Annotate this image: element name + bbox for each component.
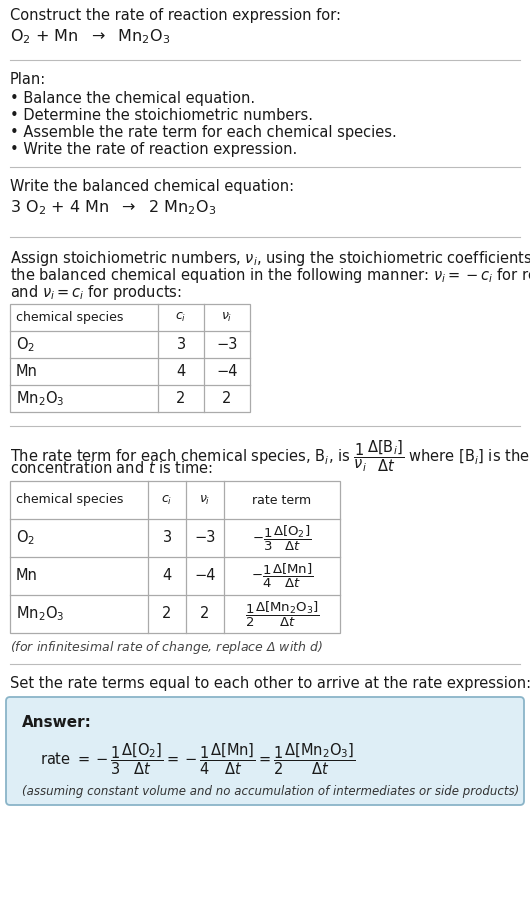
Text: • Balance the chemical equation.: • Balance the chemical equation.: [10, 91, 255, 106]
Text: 3 $\mathrm{O_2}$ + 4 Mn  $\rightarrow$  2 $\mathrm{Mn_2O_3}$: 3 $\mathrm{O_2}$ + 4 Mn $\rightarrow$ 2 …: [10, 198, 216, 217]
Text: $\nu_i$: $\nu_i$: [199, 493, 211, 507]
Text: $\nu_i$: $\nu_i$: [222, 311, 233, 324]
Text: $\mathrm{Mn_2O_3}$: $\mathrm{Mn_2O_3}$: [16, 389, 64, 408]
Text: Answer:: Answer:: [22, 715, 92, 730]
Text: 2: 2: [222, 391, 232, 406]
Text: • Determine the stoichiometric numbers.: • Determine the stoichiometric numbers.: [10, 108, 313, 123]
Text: 3: 3: [176, 337, 186, 352]
Text: • Write the rate of reaction expression.: • Write the rate of reaction expression.: [10, 142, 297, 157]
Text: $\mathrm{O_2}$ + Mn  $\rightarrow$  $\mathrm{Mn_2O_3}$: $\mathrm{O_2}$ + Mn $\rightarrow$ $\math…: [10, 27, 170, 46]
Bar: [10, 304, 250, 412]
Text: Write the balanced chemical equation:: Write the balanced chemical equation:: [10, 179, 294, 194]
Text: $-\dfrac{1}{3}\dfrac{\Delta[\mathrm{O_2}]}{\Delta t}$: $-\dfrac{1}{3}\dfrac{\Delta[\mathrm{O_2}…: [252, 523, 312, 552]
Text: Mn: Mn: [16, 364, 38, 379]
Text: 3: 3: [162, 531, 172, 545]
Text: $-\dfrac{1}{4}\dfrac{\Delta[\mathrm{Mn}]}{\Delta t}$: $-\dfrac{1}{4}\dfrac{\Delta[\mathrm{Mn}]…: [251, 562, 313, 590]
Text: −4: −4: [216, 364, 238, 379]
Text: −3: −3: [195, 531, 216, 545]
Text: Mn: Mn: [16, 569, 38, 583]
Text: 2: 2: [162, 606, 172, 622]
Text: chemical species: chemical species: [16, 311, 123, 324]
Text: Plan:: Plan:: [10, 72, 46, 87]
Text: Set the rate terms equal to each other to arrive at the rate expression:: Set the rate terms equal to each other t…: [10, 676, 530, 691]
Text: and $\nu_i = c_i$ for products:: and $\nu_i = c_i$ for products:: [10, 283, 182, 302]
Text: −4: −4: [195, 569, 216, 583]
Text: the balanced chemical equation in the following manner: $\nu_i = -c_i$ for react: the balanced chemical equation in the fo…: [10, 266, 530, 285]
Text: • Assemble the rate term for each chemical species.: • Assemble the rate term for each chemic…: [10, 125, 397, 140]
Text: 4: 4: [176, 364, 186, 379]
Text: −3: −3: [216, 337, 237, 352]
Text: concentration and $t$ is time:: concentration and $t$ is time:: [10, 460, 213, 476]
Text: (assuming constant volume and no accumulation of intermediates or side products): (assuming constant volume and no accumul…: [22, 785, 519, 798]
Text: rate $= -\dfrac{1}{3}\dfrac{\Delta[\mathrm{O_2}]}{\Delta t} = -\dfrac{1}{4}\dfra: rate $= -\dfrac{1}{3}\dfrac{\Delta[\math…: [40, 742, 356, 777]
Text: $c_i$: $c_i$: [175, 311, 187, 324]
Text: $\dfrac{1}{2}\dfrac{\Delta[\mathrm{Mn_2O_3}]}{\Delta t}$: $\dfrac{1}{2}\dfrac{\Delta[\mathrm{Mn_2O…: [245, 600, 319, 629]
Text: $\mathrm{O_2}$: $\mathrm{O_2}$: [16, 529, 35, 547]
Text: 4: 4: [162, 569, 172, 583]
Text: 2: 2: [176, 391, 186, 406]
Text: $\mathrm{Mn_2O_3}$: $\mathrm{Mn_2O_3}$: [16, 604, 64, 623]
Text: 2: 2: [200, 606, 210, 622]
Text: The rate term for each chemical species, $\mathrm{B}_i$, is $\dfrac{1}{\nu_i}\df: The rate term for each chemical species,…: [10, 438, 530, 473]
Bar: [10, 481, 340, 633]
Text: rate term: rate term: [252, 493, 312, 507]
Text: Assign stoichiometric numbers, $\nu_i$, using the stoichiometric coefficients, $: Assign stoichiometric numbers, $\nu_i$, …: [10, 249, 530, 268]
Text: $c_i$: $c_i$: [161, 493, 173, 507]
FancyBboxPatch shape: [6, 697, 524, 805]
Text: (for infinitesimal rate of change, replace Δ with $d$): (for infinitesimal rate of change, repla…: [10, 639, 323, 656]
Text: Construct the rate of reaction expression for:: Construct the rate of reaction expressio…: [10, 8, 341, 23]
Text: $\mathrm{O_2}$: $\mathrm{O_2}$: [16, 335, 35, 354]
Text: chemical species: chemical species: [16, 493, 123, 507]
